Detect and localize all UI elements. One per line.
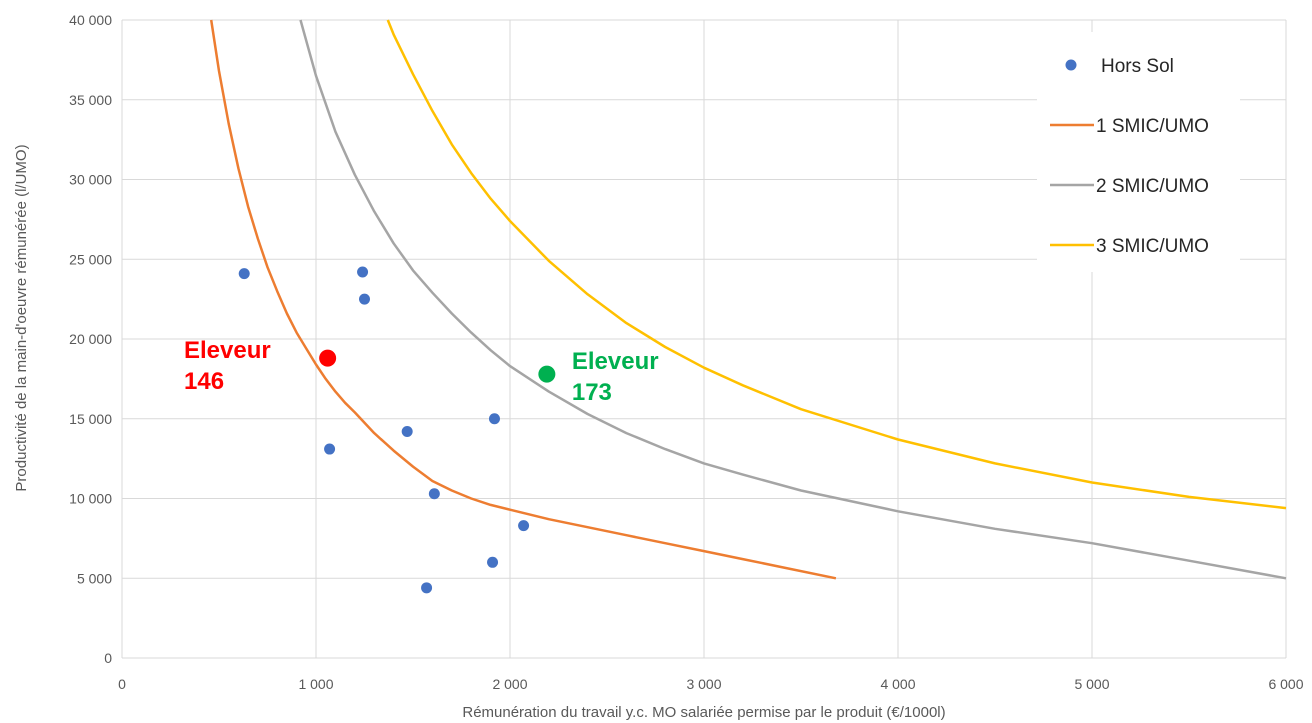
data-point bbox=[357, 266, 369, 278]
legend-label: 3 SMIC/UMO bbox=[1096, 236, 1209, 257]
y-tick-label: 30 000 bbox=[69, 172, 112, 188]
legend-marker bbox=[1065, 59, 1077, 71]
x-tick-label: 2 000 bbox=[492, 676, 527, 692]
y-tick-label: 5 000 bbox=[77, 570, 112, 586]
x-tick-label: 4 000 bbox=[880, 676, 915, 692]
series-line-3 bbox=[386, 19, 1287, 510]
highlighted-points: Eleveur 146 Eleveur 173 bbox=[184, 337, 659, 406]
highlight-label: 173 bbox=[572, 379, 612, 406]
highlight-label: 146 bbox=[184, 368, 224, 395]
y-tick-label: 40 000 bbox=[69, 12, 112, 28]
highlight-label: Eleveur bbox=[572, 348, 659, 375]
y-tick-label: 25 000 bbox=[69, 251, 112, 267]
legend-label: Hors Sol bbox=[1101, 56, 1174, 77]
y-tick-label: 10 000 bbox=[69, 491, 112, 507]
x-tick-label: 3 000 bbox=[686, 676, 721, 692]
series-lines bbox=[209, 19, 1287, 580]
x-axis-label: Rémunération du travail y.c. MO salariée… bbox=[462, 704, 945, 721]
data-point bbox=[324, 443, 336, 455]
highlight-point bbox=[319, 349, 337, 367]
y-axis-label: Productivité de la main-d'oeuvre rémunér… bbox=[13, 144, 30, 491]
y-tick-label: 35 000 bbox=[69, 92, 112, 108]
highlight-label: Eleveur bbox=[184, 337, 271, 364]
y-tick-label: 20 000 bbox=[69, 331, 112, 347]
highlight-point bbox=[538, 365, 556, 383]
legend-label: 1 SMIC/UMO bbox=[1096, 116, 1209, 137]
x-tick-label: 1 000 bbox=[298, 676, 333, 692]
x-tick-label: 6 000 bbox=[1268, 676, 1303, 692]
data-point bbox=[518, 520, 530, 532]
data-point bbox=[487, 556, 499, 568]
grid bbox=[122, 19, 1287, 658]
y-tick-label: 15 000 bbox=[69, 411, 112, 427]
legend-label: 2 SMIC/UMO bbox=[1096, 176, 1209, 197]
x-tick-label: 0 bbox=[118, 676, 126, 692]
series-line-1 bbox=[209, 19, 837, 580]
y-tick-label: 0 bbox=[104, 650, 112, 666]
data-point bbox=[421, 582, 433, 594]
series-points bbox=[238, 266, 530, 594]
data-point bbox=[428, 488, 440, 500]
legend-background bbox=[1037, 32, 1240, 272]
axes: 0 5 000 10 000 15 000 20 000 25 000 30 000 35 0… bbox=[69, 12, 1304, 692]
data-point bbox=[359, 293, 370, 305]
data-point bbox=[238, 268, 250, 280]
x-tick-label: 5 000 bbox=[1074, 676, 1109, 692]
series-line-2 bbox=[299, 19, 1287, 580]
data-point bbox=[401, 426, 413, 438]
legend: Hors Sol 1 SMIC/UMO 2 SMIC/UMO 3 SMIC/UMO bbox=[1037, 32, 1240, 272]
data-point bbox=[488, 413, 500, 425]
